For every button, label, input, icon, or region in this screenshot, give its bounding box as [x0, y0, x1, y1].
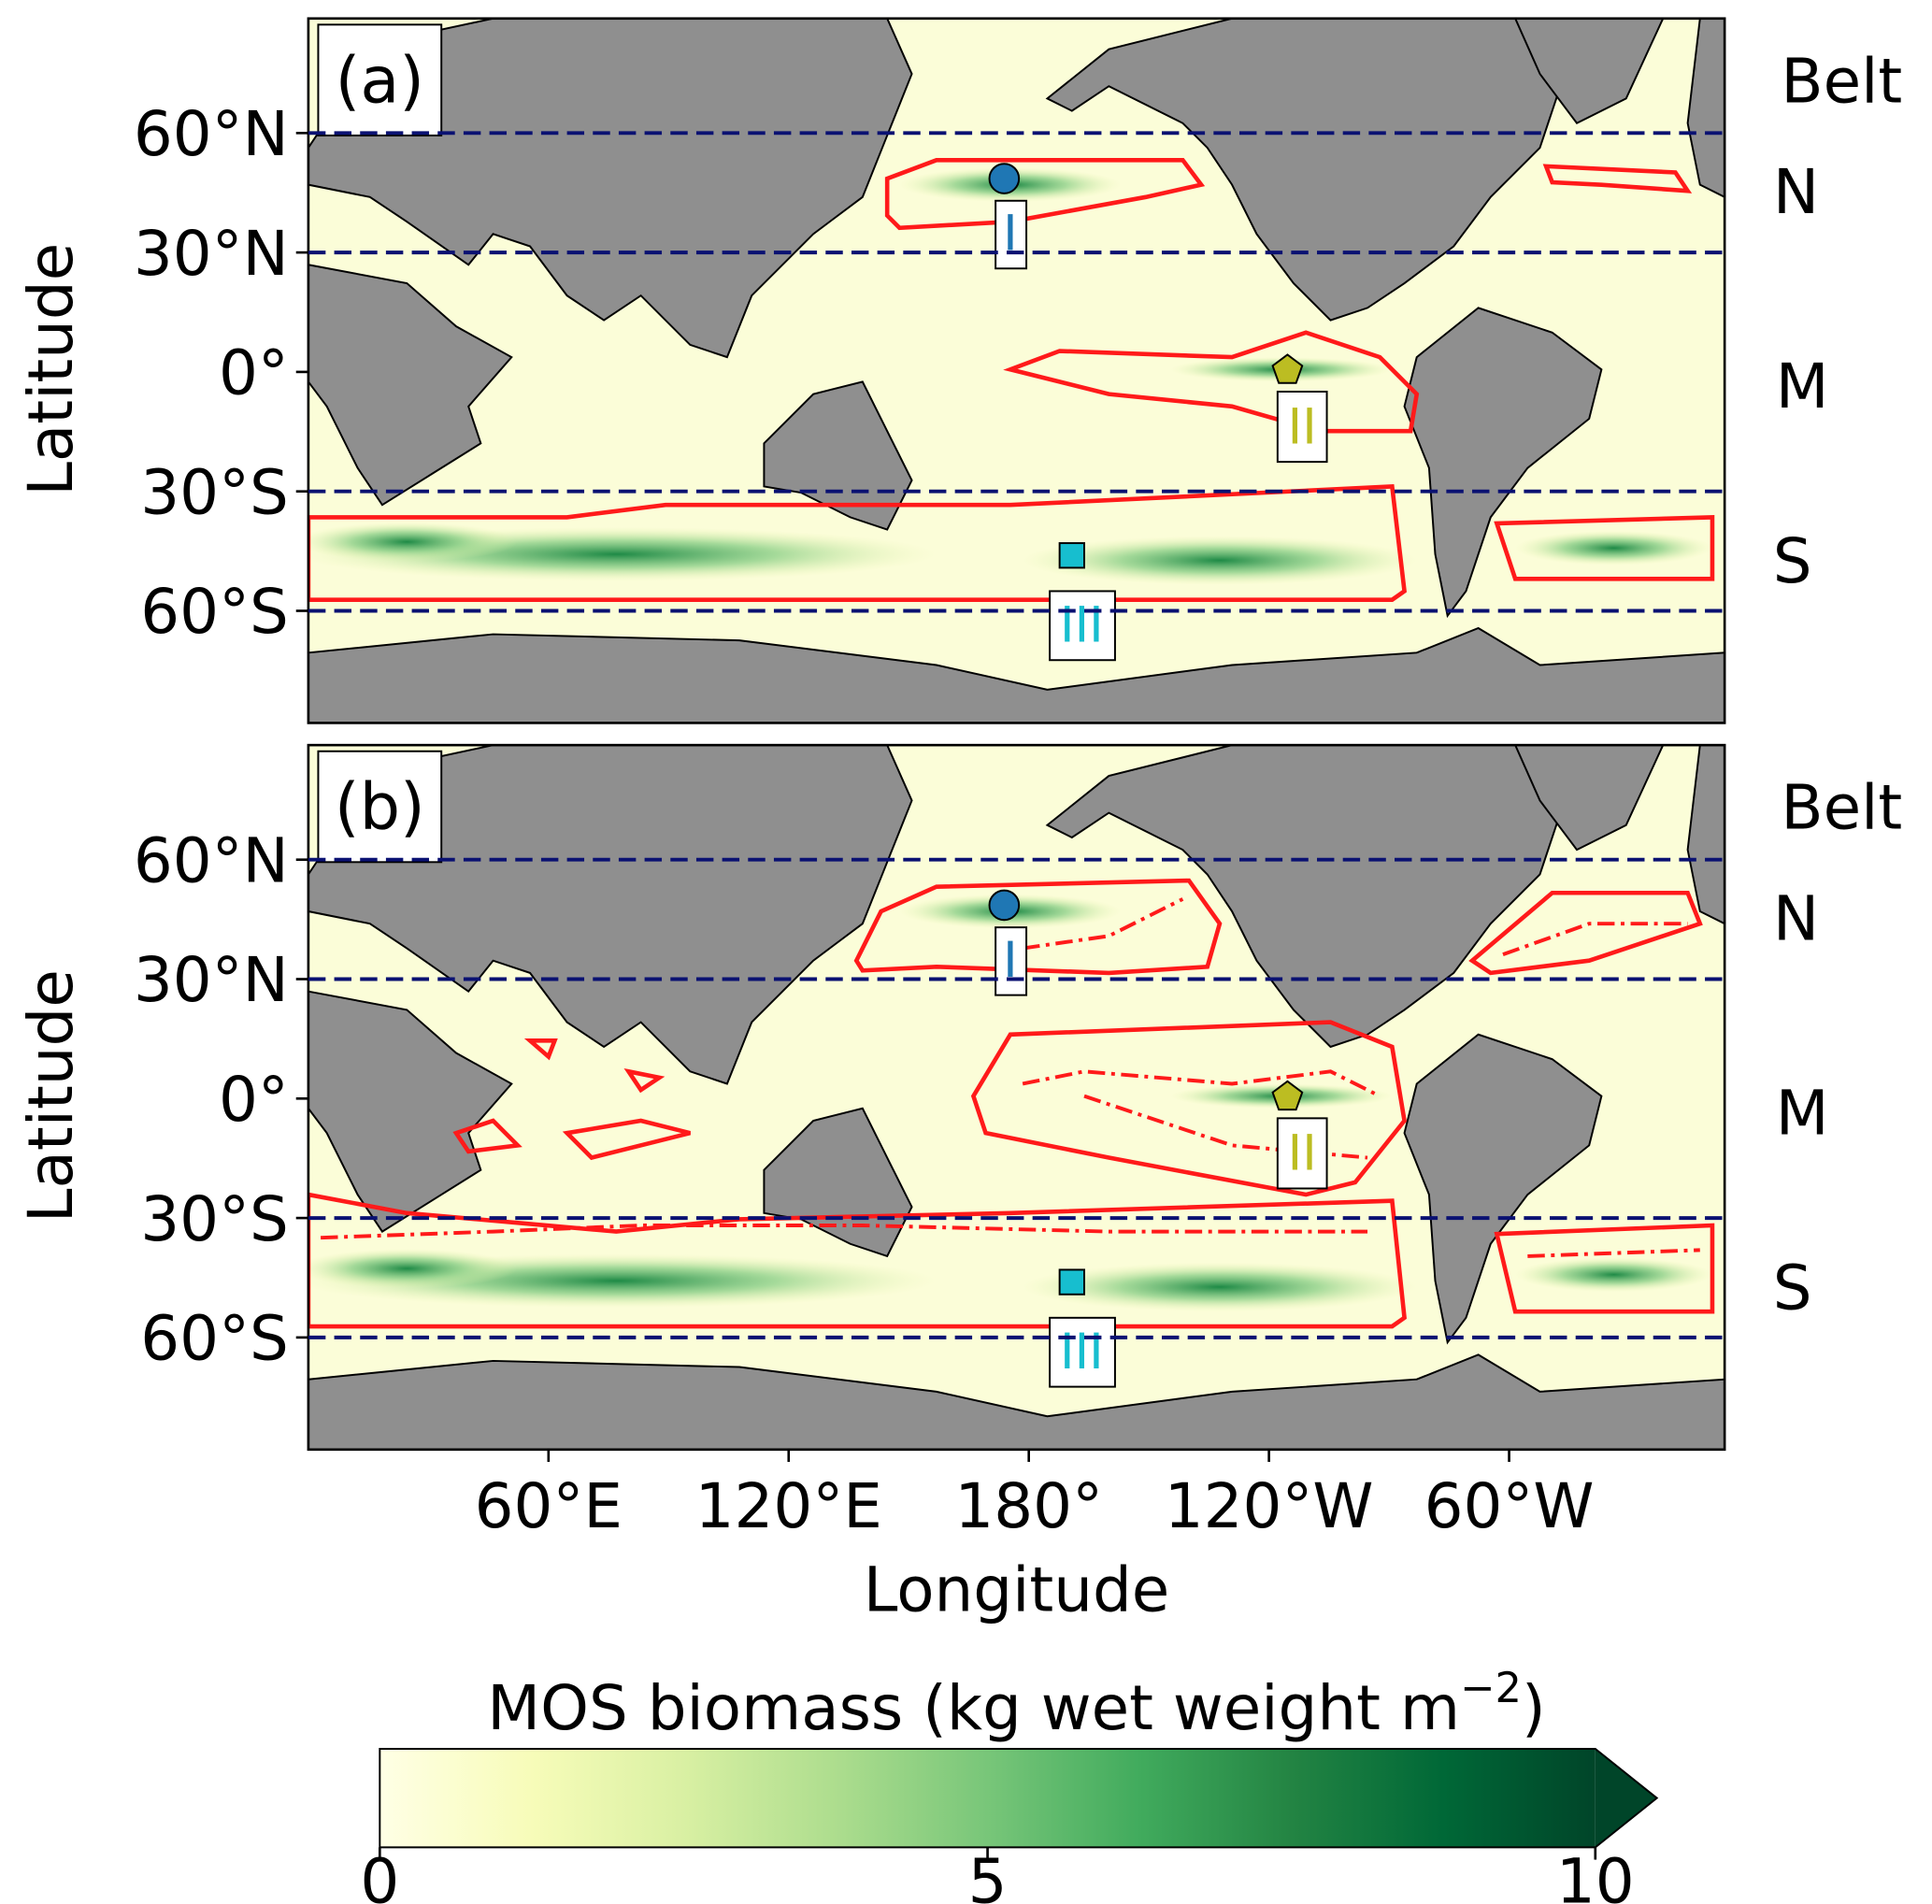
panel-label: (b) [335, 770, 425, 845]
colorbar-title: MOS biomass (kg wet weight m−2) [487, 1663, 1545, 1744]
belt-label: S [1773, 1253, 1812, 1324]
y-tick-label: 30°S [140, 1183, 289, 1255]
site-label: II [1288, 1125, 1317, 1182]
x-tick-label: 60°W [1424, 1470, 1595, 1542]
belt-label: S [1773, 525, 1812, 597]
colorbar-tick-label: 0 [360, 1846, 399, 1904]
x-tick-label: 120°W [1165, 1470, 1374, 1542]
map-panel: I II III (b) Belt N M S Latitude 60°N 30°… [15, 743, 1902, 1453]
site-label: III [1060, 596, 1104, 653]
belt-label: M [1776, 1078, 1829, 1150]
x-tick-label: 120°E [695, 1470, 882, 1542]
belt-label: M [1776, 351, 1829, 422]
site-label: I [1003, 932, 1018, 989]
site-label: I [1003, 205, 1018, 262]
belt-header: Belt [1781, 772, 1902, 844]
y-tick-label: 30°S [140, 456, 289, 528]
contours [308, 878, 1715, 1329]
y-tick-label: 60°S [140, 576, 289, 648]
y-tick-label: 60°N [134, 98, 289, 170]
y-tick-label: 30°N [134, 944, 289, 1016]
dynamic-layer: 60°E 120°E 180° 120°W 60°W 0 5 10 [360, 1449, 1635, 1904]
y-tick-label: 60°S [140, 1303, 289, 1375]
y-tick-label: 30°N [134, 218, 289, 290]
y-axis-label: Latitude [15, 969, 87, 1223]
colorbar-tick-label: 10 [1556, 1846, 1635, 1904]
belt-header: Belt [1781, 45, 1902, 117]
site-label: III [1060, 1324, 1104, 1381]
y-axis-label: Latitude [15, 243, 87, 496]
x-tick-label: 180° [954, 1470, 1103, 1542]
x-axis-label: Longitude [864, 1553, 1170, 1625]
belt-label: N [1773, 882, 1819, 954]
y-tick-label: 0° [219, 337, 289, 409]
y-tick-label: 0° [219, 1064, 289, 1136]
colorbar-extend [1595, 1748, 1657, 1848]
map-panel: I II III (a) Belt N M S Latitude 60°N 30°… [15, 17, 1902, 727]
belt-label: N [1773, 156, 1819, 228]
y-tick-label: 60°N [134, 824, 289, 896]
site-label: II [1288, 398, 1317, 455]
colorbar-tick-label: 5 [968, 1846, 1008, 1904]
contours [308, 157, 1715, 602]
panel-label: (a) [336, 43, 424, 118]
colorbar [379, 1748, 1596, 1848]
x-tick-label: 60°E [475, 1470, 623, 1542]
